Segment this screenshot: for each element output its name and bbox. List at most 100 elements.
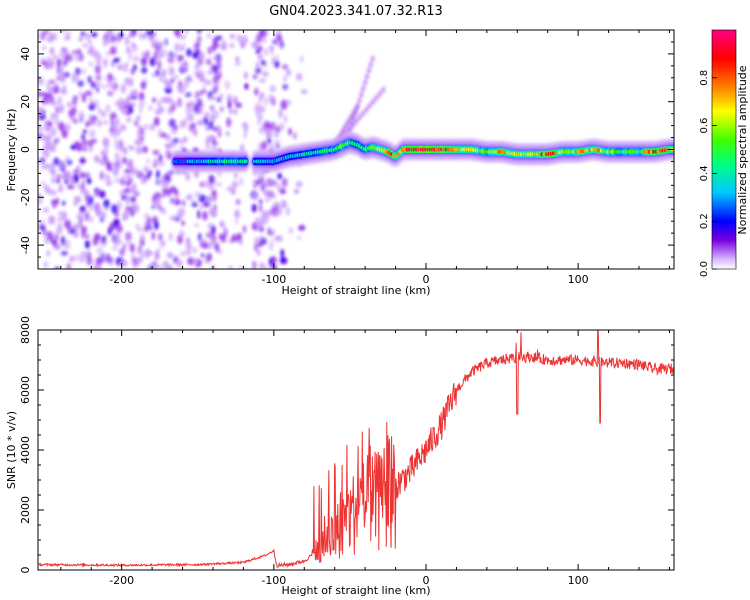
colorbar-label: Normalized spectral amplitude <box>736 65 749 234</box>
heatmap-cell <box>363 79 368 86</box>
heatmap-cell <box>159 75 163 83</box>
heatmap-cell <box>81 133 86 141</box>
heatmap-cell <box>82 129 88 134</box>
heatmap-cell <box>279 43 283 48</box>
heatmap-cell <box>254 237 260 243</box>
heatmap-cell <box>148 34 153 42</box>
heatmap-cell <box>53 85 60 94</box>
heatmap-cell <box>130 259 135 264</box>
heatmap-cell <box>259 181 265 188</box>
heatmap-cell <box>78 36 84 42</box>
heatmap-cell <box>140 57 148 66</box>
heatmap-cell <box>258 94 264 104</box>
heatmap-cell <box>220 42 228 51</box>
x-tick-label: 0 <box>422 273 429 286</box>
colorbar: 0.0 0.2 0.4 0.6 0.8 Normalized spectral ampl… <box>699 29 749 277</box>
heatmap-cell <box>77 80 85 87</box>
heatmap-cell <box>130 243 135 253</box>
heatmap-cell <box>116 224 123 234</box>
heatmap-cell <box>143 165 148 173</box>
heatmap-cell <box>135 223 140 229</box>
heatmap-cell <box>285 206 290 216</box>
x-tick-label: -200 <box>109 574 134 587</box>
heatmap-cell <box>106 82 112 89</box>
heatmap-cell <box>116 63 124 71</box>
heatmap-cell <box>181 220 185 226</box>
heatmap-cell <box>254 217 262 226</box>
heatmap-cell <box>167 264 173 269</box>
heatmap-cell <box>112 233 117 244</box>
heatmap-cell <box>164 143 171 149</box>
heatmap-cell <box>125 117 132 123</box>
heatmap-cell <box>300 89 308 95</box>
heatmap-cell <box>94 81 102 87</box>
heatmap-cell <box>210 145 218 152</box>
heatmap-cell <box>255 50 261 55</box>
heatmap-cell <box>103 199 110 210</box>
heatmap-cell <box>129 146 135 151</box>
heatmap-cell <box>88 61 93 68</box>
heatmap-cell <box>93 187 100 194</box>
heatmap-cell <box>242 225 247 233</box>
heatmap-cell <box>169 104 176 112</box>
heatmap-cell <box>186 113 194 122</box>
heatmap-cell <box>90 32 98 38</box>
heatmap-cell <box>64 179 69 184</box>
heatmap-cell <box>370 55 375 62</box>
heatmap-cell <box>69 178 75 186</box>
colorbar-tick-label: 0.4 <box>699 165 710 181</box>
heatmap-cell <box>153 38 159 48</box>
heatmap-cell <box>177 234 183 245</box>
heatmap-cell <box>82 93 86 103</box>
heatmap-cell <box>164 134 171 141</box>
heatmap-cell <box>95 58 102 65</box>
heatmap-cell <box>154 56 160 65</box>
heatmap-cell <box>57 222 63 229</box>
heatmap-cell <box>138 98 146 107</box>
heatmap-cell <box>262 140 267 150</box>
heatmap-cell <box>272 39 278 44</box>
heatmap-cell <box>149 123 156 131</box>
heatmap-cell <box>81 178 87 185</box>
heatmap-cell <box>210 239 217 246</box>
heatmap-cell <box>211 110 219 119</box>
heatmap-cell <box>236 34 244 43</box>
heatmap-cell <box>55 117 59 126</box>
heatmap-cell <box>124 36 130 46</box>
heatmap-cell <box>349 121 354 128</box>
heatmap-cell <box>256 32 263 43</box>
heatmap-cell <box>234 219 239 224</box>
heatmap-cell <box>183 78 189 89</box>
heatmap-cell <box>95 73 102 82</box>
heatmap-cell <box>213 204 217 211</box>
heatmap-cell <box>39 115 46 120</box>
heatmap-cell <box>187 74 192 80</box>
figure-title: GN04.2023.341.07.32.R13 <box>269 4 443 19</box>
heatmap-cell <box>151 72 158 77</box>
heatmap-cell <box>43 183 49 191</box>
heatmap-cell <box>254 242 258 252</box>
y-tick-label: 2000 <box>19 496 32 524</box>
heatmap-cell <box>202 180 210 188</box>
heatmap-cell <box>268 257 274 267</box>
heatmap-cell <box>109 112 117 120</box>
heatmap-cell <box>74 51 81 62</box>
heatmap-cell <box>171 74 180 80</box>
heatmap-cell <box>252 260 257 269</box>
heatmap-cell <box>99 171 104 180</box>
heatmap-cell <box>40 60 48 66</box>
heatmap-cell <box>41 45 47 50</box>
heatmap-cell <box>357 114 362 121</box>
heatmap-cell <box>61 89 68 95</box>
x-tick-label: 0 <box>422 574 429 587</box>
heatmap-cell <box>187 257 195 266</box>
heatmap-cell <box>41 146 48 156</box>
heatmap-cell <box>378 90 382 97</box>
heatmap-cell <box>128 51 133 61</box>
heatmap-cell <box>82 146 88 152</box>
heatmap-cell <box>186 194 193 201</box>
heatmap-cell <box>160 49 168 57</box>
heatmap-cell <box>84 211 90 222</box>
heatmap-cell <box>82 43 89 48</box>
